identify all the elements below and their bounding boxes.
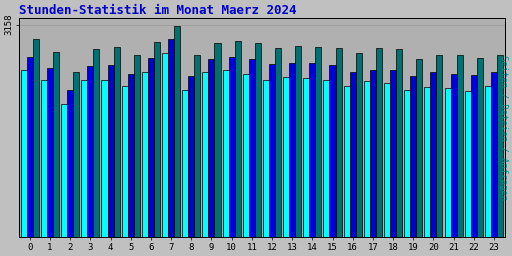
Bar (154, 42, 160, 237)
Bar (41, 80, 47, 237)
Bar (249, 59, 255, 237)
Bar (416, 59, 422, 237)
Bar (228, 57, 234, 237)
Bar (223, 70, 228, 237)
Bar (485, 86, 491, 237)
Bar (491, 72, 497, 237)
Bar (436, 55, 442, 237)
Bar (142, 72, 148, 237)
Bar (330, 65, 335, 237)
Bar (182, 90, 188, 237)
Bar (376, 48, 382, 237)
Bar (364, 81, 370, 237)
Bar (275, 48, 281, 237)
Bar (162, 53, 168, 237)
Bar (283, 77, 289, 237)
Bar (122, 86, 127, 237)
Bar (315, 47, 322, 237)
Bar (27, 57, 33, 237)
Bar (168, 39, 174, 237)
Bar (108, 66, 114, 237)
Bar (396, 49, 402, 237)
Bar (356, 53, 362, 237)
Bar (53, 52, 59, 237)
Bar (47, 68, 53, 237)
Bar (93, 49, 99, 237)
Bar (202, 72, 208, 237)
Bar (309, 63, 315, 237)
Bar (471, 75, 477, 237)
Bar (114, 47, 120, 237)
Bar (148, 58, 154, 237)
Y-axis label: Seiten / Dateien / Anfragen: Seiten / Dateien / Anfragen (499, 55, 508, 200)
Bar (303, 78, 309, 237)
Bar (390, 70, 396, 237)
Bar (477, 58, 483, 237)
Bar (444, 88, 451, 237)
Bar (451, 73, 457, 237)
Bar (384, 83, 390, 237)
Bar (33, 39, 39, 237)
Bar (410, 76, 416, 237)
Bar (21, 70, 27, 237)
Bar (370, 70, 376, 237)
Text: Stunden-Statistik im Monat Maerz 2024: Stunden-Statistik im Monat Maerz 2024 (19, 4, 296, 17)
Bar (335, 48, 342, 237)
Bar (101, 80, 108, 237)
Bar (497, 55, 503, 237)
Bar (208, 59, 215, 237)
Bar (344, 86, 350, 237)
Bar (67, 90, 73, 237)
Bar (88, 66, 93, 237)
Bar (289, 63, 295, 237)
Bar (127, 73, 134, 237)
Bar (457, 55, 463, 237)
Bar (174, 26, 180, 237)
Bar (73, 72, 79, 237)
Bar (295, 46, 301, 237)
Bar (324, 80, 330, 237)
Bar (134, 55, 140, 237)
Bar (465, 91, 471, 237)
Bar (263, 80, 269, 237)
Bar (424, 87, 431, 237)
Bar (431, 72, 436, 237)
Bar (234, 40, 241, 237)
Bar (61, 104, 67, 237)
Bar (404, 90, 410, 237)
Bar (243, 74, 249, 237)
Bar (81, 80, 88, 237)
Bar (269, 64, 275, 237)
Bar (255, 43, 261, 237)
Bar (194, 55, 200, 237)
Bar (188, 76, 194, 237)
Bar (215, 43, 221, 237)
Bar (350, 72, 356, 237)
